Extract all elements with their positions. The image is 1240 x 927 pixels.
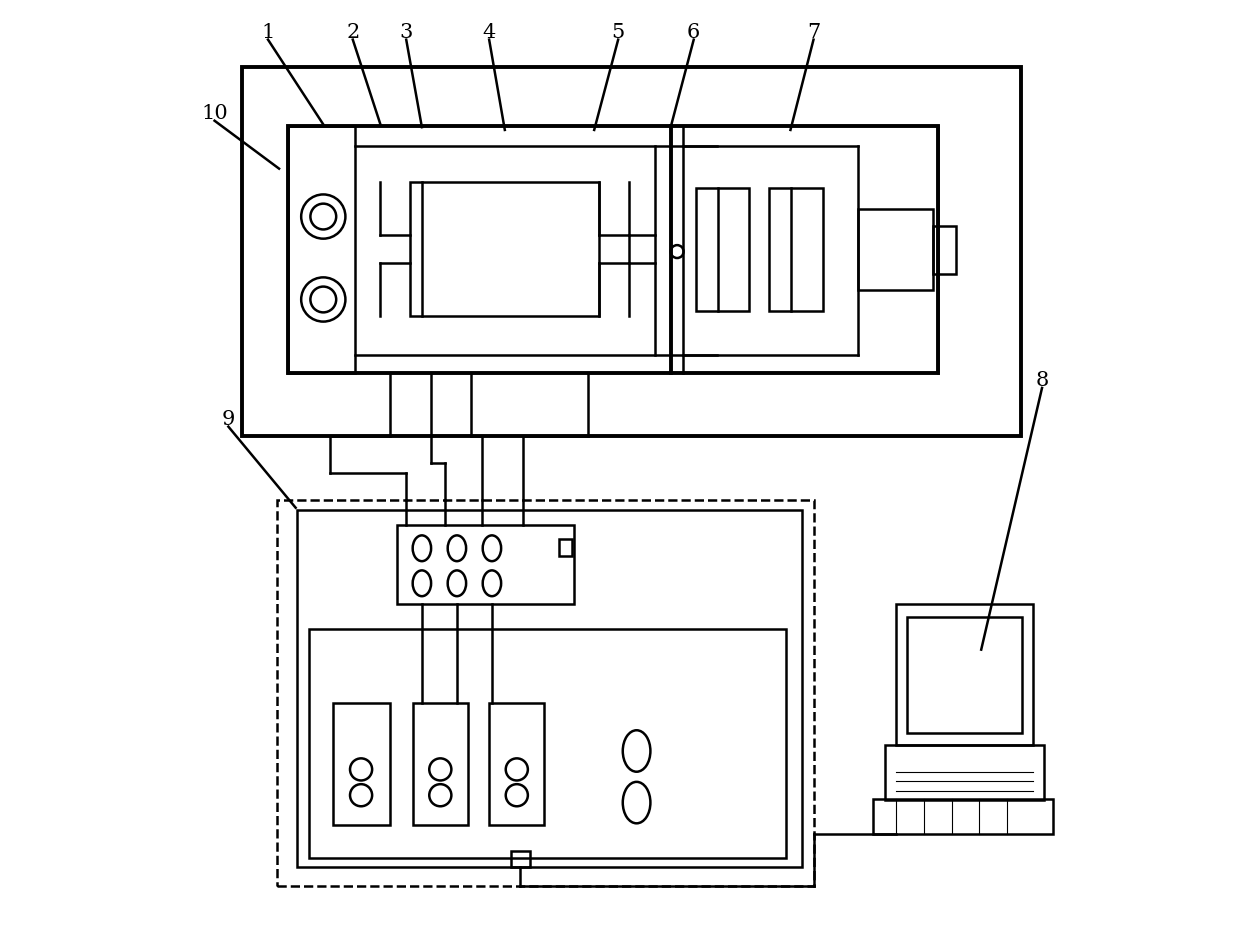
Bar xyxy=(885,744,1044,800)
Text: 10: 10 xyxy=(201,104,228,123)
Text: 3: 3 xyxy=(399,23,413,42)
Text: 9: 9 xyxy=(222,410,236,429)
Bar xyxy=(298,510,802,867)
Bar xyxy=(908,617,1022,732)
Text: 7: 7 xyxy=(807,23,820,42)
Bar xyxy=(309,629,786,857)
Text: 6: 6 xyxy=(687,23,701,42)
Bar xyxy=(332,703,389,825)
Bar xyxy=(511,850,529,867)
Bar xyxy=(288,126,355,374)
Bar xyxy=(696,188,749,311)
Text: 5: 5 xyxy=(611,23,625,42)
Bar xyxy=(288,126,937,374)
Text: 2: 2 xyxy=(346,23,360,42)
Bar xyxy=(413,703,467,825)
Bar xyxy=(397,526,574,603)
Bar xyxy=(278,501,813,885)
Bar xyxy=(559,540,572,555)
Bar xyxy=(242,68,1021,436)
Bar xyxy=(410,182,599,316)
Text: 4: 4 xyxy=(482,23,496,42)
Bar xyxy=(769,188,822,311)
Bar xyxy=(873,799,1053,834)
Bar xyxy=(897,604,1033,744)
Bar xyxy=(934,226,956,273)
Bar xyxy=(489,703,544,825)
Bar xyxy=(858,210,934,290)
Text: 8: 8 xyxy=(1035,371,1049,390)
Text: 1: 1 xyxy=(262,23,275,42)
